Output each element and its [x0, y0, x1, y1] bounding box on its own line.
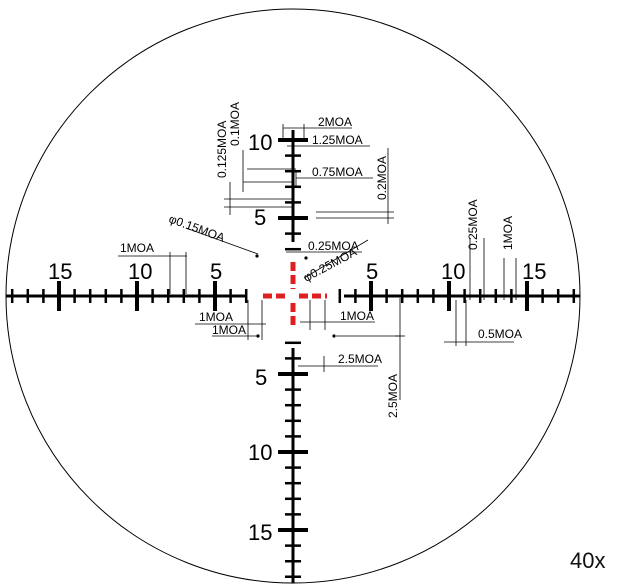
dim-0-2moa: 0.2MOA [375, 156, 389, 200]
dim-0-75moa: 0.75MOA [312, 165, 363, 179]
dim-0-25moa-right: 0.25MOA [466, 199, 480, 250]
floating-dot [304, 256, 308, 260]
dim-0-5moa: 0.5MOA [478, 327, 522, 341]
dimension-lines [118, 124, 517, 400]
dim-1-25moa: 1.25MOA [312, 133, 363, 147]
v-label-down-15: 15 [248, 520, 272, 545]
dim-dot-0-15: φ0.15MOA [167, 212, 227, 245]
dim-0-1moa: 0.1MOA [228, 102, 242, 146]
h-label-left-5: 5 [210, 259, 222, 284]
floating-dot [332, 334, 336, 338]
dim-2-5moa-h: 2.5MOA [338, 352, 382, 366]
v-label-down-10: 10 [248, 440, 272, 465]
dim-1moa-left-bottom: 1MOA [212, 323, 246, 337]
dim-1moa-right-top: 1MOA [501, 216, 515, 250]
dim-0-25moa-center: 0.25MOA [308, 239, 359, 253]
floating-dot [255, 254, 259, 258]
v-label-up-5: 5 [254, 205, 266, 230]
dim-1moa-right-mid: 1MOA [340, 309, 374, 323]
center-dot [263, 262, 327, 328]
dim-1moa-left-top: 1MOA [120, 241, 154, 255]
h-label-left-10: 10 [128, 259, 152, 284]
h-label-left-15: 15 [48, 259, 72, 284]
h-label-right-15: 15 [522, 259, 546, 284]
v-label-down-5: 5 [255, 365, 267, 390]
h-label-right-5: 5 [366, 259, 378, 284]
v-label-up-10: 10 [248, 130, 272, 155]
dim-1moa-left-mid: 1MOA [199, 310, 233, 324]
horizontal-ticks [10, 281, 576, 311]
magnification-label: 40x [570, 548, 606, 573]
dim-2moa: 2MOA [318, 115, 352, 129]
vertical-ticks [278, 138, 308, 579]
dim-0-125moa: 0.125MOA [215, 121, 229, 178]
h-label-right-10: 10 [441, 259, 465, 284]
dim-2-5moa-v: 2.5MOA [386, 374, 400, 418]
